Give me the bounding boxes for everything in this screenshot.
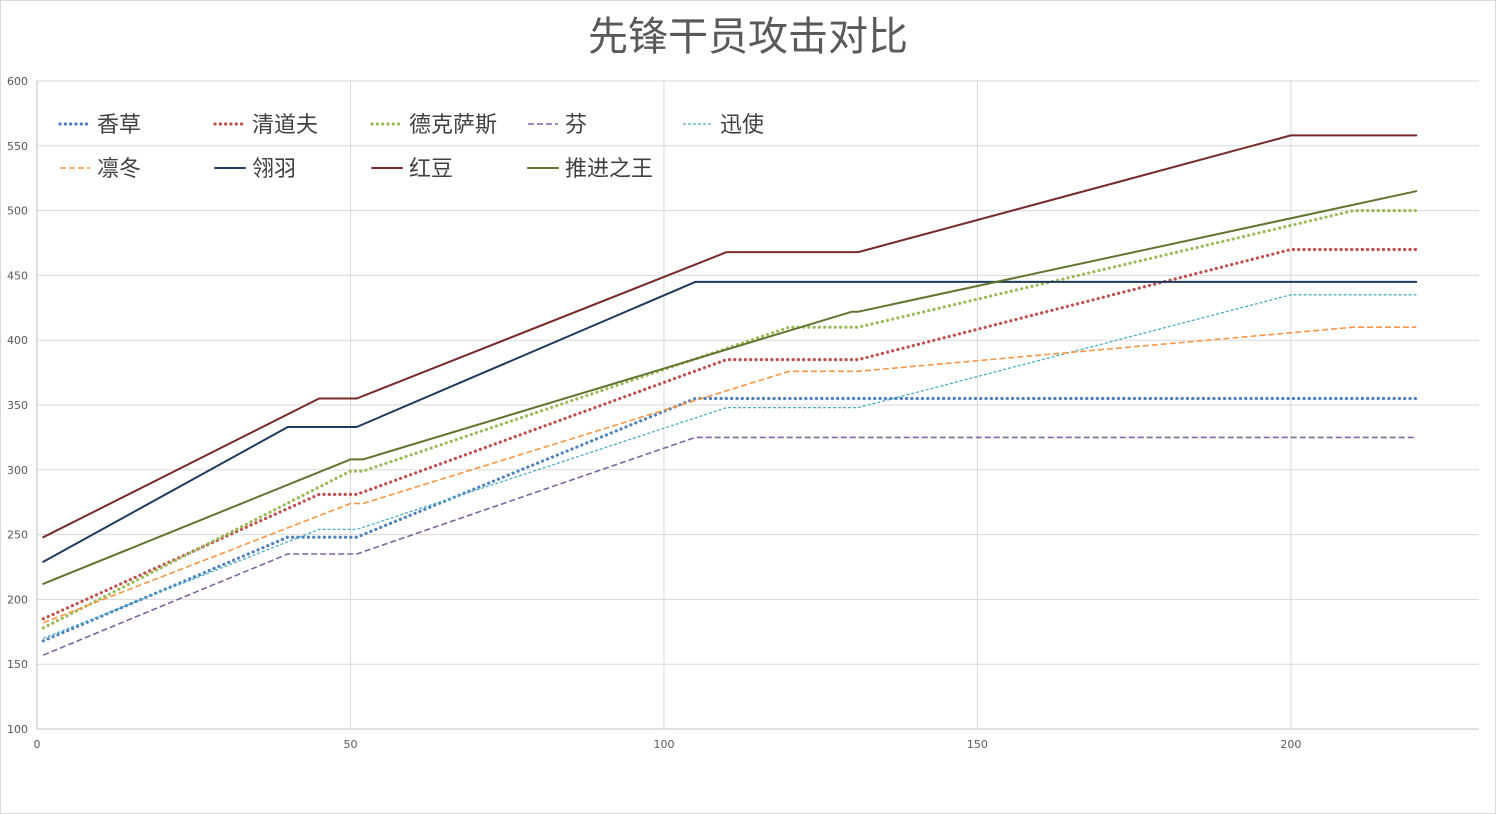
- y-tick-label: 250: [7, 529, 28, 542]
- legend-label: 推进之王: [565, 157, 653, 182]
- legend-label: 迅使: [720, 113, 764, 138]
- x-tick-label: 150: [967, 738, 988, 751]
- legend-item: 推进之王: [527, 157, 653, 182]
- legend-label: 翎羽: [252, 157, 296, 182]
- legend-item: 凛冬: [60, 157, 141, 182]
- grid: [37, 80, 1479, 729]
- chart-title: 先锋干员攻击对比: [588, 14, 908, 60]
- y-tick-label: 500: [7, 205, 28, 218]
- series-line-8: [42, 134, 1418, 539]
- y-tick-label: 150: [7, 658, 28, 671]
- y-tick-label: 200: [7, 593, 28, 606]
- legend-item: 红豆: [371, 157, 453, 182]
- legend-item: 迅使: [683, 113, 764, 138]
- x-tick-label: 200: [1280, 738, 1301, 751]
- legend-item: 芬: [528, 113, 587, 138]
- y-tick-label: 300: [7, 464, 28, 477]
- x-tick-label: 50: [343, 738, 357, 751]
- legend-label: 红豆: [409, 157, 453, 182]
- y-tick-label: 350: [7, 399, 28, 412]
- y-tick-label: 100: [7, 723, 28, 736]
- series-line-9: [42, 190, 1418, 585]
- legend-label: 德克萨斯: [409, 113, 497, 138]
- series-line-1: [41, 396, 1418, 643]
- y-tick-label: 400: [7, 334, 28, 347]
- legend-item: 香草: [58, 113, 141, 138]
- series-group: [41, 134, 1418, 656]
- y-tick-label: 450: [7, 269, 28, 282]
- series-line-7: [42, 280, 1418, 563]
- x-tick-label: 100: [653, 738, 674, 751]
- x-tick-label: 0: [34, 738, 41, 751]
- legend-label: 凛冬: [97, 157, 141, 182]
- series-line-5: [43, 294, 1417, 639]
- series-line-2: [41, 247, 1418, 621]
- legend-label: 香草: [97, 113, 141, 138]
- y-tick-label: 550: [7, 140, 28, 153]
- series-line-4: [42, 436, 1417, 656]
- legend-item: 清道夫: [213, 113, 318, 138]
- legend-item: 翎羽: [214, 157, 296, 182]
- series-line-6: [43, 326, 1417, 624]
- legend-label: 清道夫: [252, 113, 318, 138]
- legend-item: 德克萨斯: [370, 113, 497, 138]
- axes: 100 150 200 250 300 350 400 450 500 550 600 0 50 100 1…: [7, 75, 1479, 751]
- series-line-3: [41, 209, 1418, 630]
- legend-label: 芬: [565, 113, 587, 138]
- y-tick-label: 600: [7, 75, 28, 88]
